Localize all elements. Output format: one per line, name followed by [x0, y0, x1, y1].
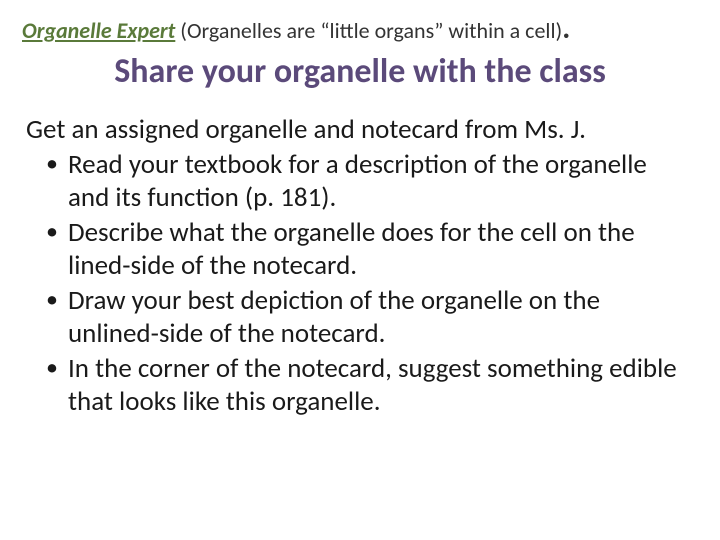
- header-title: Organelle Expert: [22, 17, 175, 44]
- header-dot: .: [562, 10, 570, 47]
- list-item: Describe what the organelle does for the…: [46, 217, 694, 283]
- bullet-list: Read your textbook for a description of …: [26, 149, 694, 419]
- slide-container: Organelle Expert (Organelles are “little…: [0, 0, 720, 540]
- header-paren: (Organelles are “little organs” within a…: [175, 17, 562, 44]
- body-content: Get an assigned organelle and notecard f…: [22, 114, 698, 418]
- header-line: Organelle Expert (Organelles are “little…: [22, 10, 698, 47]
- slide-subtitle: Share your organelle with the class: [22, 51, 698, 92]
- list-item: Draw your best depiction of the organell…: [46, 285, 694, 351]
- list-item: In the corner of the notecard, suggest s…: [46, 353, 694, 419]
- list-item: Read your textbook for a description of …: [46, 149, 694, 215]
- intro-text: Get an assigned organelle and notecard f…: [26, 114, 694, 147]
